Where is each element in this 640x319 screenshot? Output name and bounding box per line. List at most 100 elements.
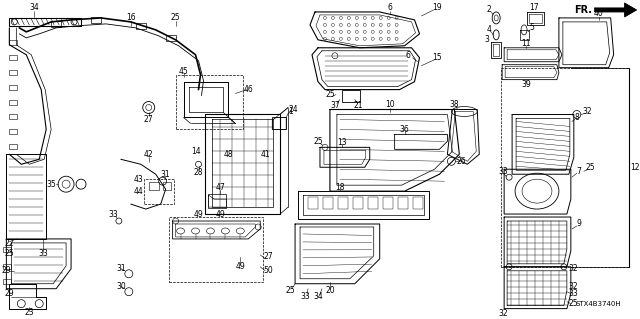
Text: 6: 6	[405, 51, 410, 60]
Text: 29: 29	[4, 289, 14, 298]
Bar	[3, 247, 12, 252]
Bar	[148, 182, 159, 190]
Text: 36: 36	[400, 125, 410, 134]
Text: 25: 25	[285, 286, 295, 295]
Bar	[136, 23, 146, 29]
Text: 50: 50	[263, 266, 273, 275]
Text: 15: 15	[433, 53, 442, 62]
Bar	[323, 197, 333, 209]
Text: 25: 25	[313, 137, 323, 146]
Bar	[3, 264, 12, 269]
Bar	[353, 197, 363, 209]
Text: 43: 43	[134, 175, 143, 184]
Text: 20: 20	[325, 286, 335, 295]
Bar	[10, 85, 17, 90]
Bar	[10, 145, 17, 149]
Text: 38: 38	[449, 100, 459, 109]
Text: 32: 32	[582, 107, 591, 116]
Text: 33: 33	[499, 167, 508, 176]
Text: 48: 48	[223, 150, 233, 159]
Bar	[169, 217, 263, 282]
Bar	[10, 55, 17, 60]
Text: 49: 49	[194, 210, 204, 219]
Text: 16: 16	[126, 13, 136, 22]
Text: 32: 32	[499, 309, 508, 318]
Text: 11: 11	[522, 39, 531, 48]
Bar	[368, 197, 378, 209]
Text: 33: 33	[38, 249, 48, 258]
Bar	[166, 35, 175, 41]
Text: 26: 26	[456, 157, 466, 166]
Text: 35: 35	[46, 180, 56, 189]
Text: 37: 37	[330, 101, 340, 110]
Text: 7: 7	[577, 167, 581, 176]
Text: 23: 23	[24, 308, 34, 317]
Text: 49: 49	[236, 262, 245, 271]
Text: 19: 19	[433, 4, 442, 12]
Text: 32: 32	[568, 264, 578, 273]
Text: 27: 27	[144, 115, 154, 124]
Text: 22: 22	[4, 239, 14, 249]
Text: 39: 39	[521, 80, 531, 89]
Bar	[413, 197, 422, 209]
Bar	[91, 17, 101, 23]
Text: 45: 45	[179, 67, 188, 76]
Text: 33: 33	[568, 289, 578, 298]
Text: 33: 33	[300, 292, 310, 301]
Text: 17: 17	[529, 4, 539, 12]
Text: 34: 34	[313, 292, 323, 301]
Text: 18: 18	[335, 183, 344, 192]
Text: 28: 28	[194, 168, 204, 177]
Polygon shape	[595, 3, 637, 17]
Text: 34: 34	[29, 4, 39, 12]
Bar	[209, 194, 227, 208]
Text: 25: 25	[325, 90, 335, 99]
Bar	[397, 197, 408, 209]
Text: 13: 13	[337, 138, 347, 147]
Bar	[175, 75, 243, 130]
Text: 44: 44	[134, 187, 143, 196]
Text: 25: 25	[586, 163, 596, 172]
Bar	[338, 197, 348, 209]
Text: 33: 33	[108, 210, 118, 219]
Text: 8: 8	[575, 113, 579, 122]
Text: 1: 1	[288, 107, 292, 116]
Bar	[3, 279, 12, 284]
Text: 40: 40	[594, 10, 604, 19]
Text: 47: 47	[216, 183, 225, 192]
Text: 27: 27	[264, 252, 273, 261]
Text: 42: 42	[144, 150, 154, 159]
Text: 21: 21	[353, 101, 362, 110]
Bar	[272, 117, 286, 130]
Text: 24: 24	[288, 105, 298, 114]
Text: 4: 4	[487, 26, 492, 34]
Text: 25: 25	[171, 13, 180, 22]
Bar	[342, 90, 360, 101]
Bar	[308, 197, 318, 209]
Text: 25: 25	[4, 249, 14, 258]
Text: 9: 9	[577, 219, 581, 228]
Text: 29: 29	[1, 266, 11, 275]
Bar	[144, 179, 173, 204]
Bar	[10, 70, 17, 75]
Text: 49: 49	[216, 210, 225, 219]
Text: 25: 25	[568, 299, 578, 308]
Text: 5: 5	[529, 23, 534, 32]
Text: 2: 2	[487, 5, 492, 14]
Text: FR.: FR.	[574, 5, 592, 15]
Bar	[10, 100, 17, 105]
Text: 31: 31	[116, 264, 125, 273]
Bar	[51, 21, 61, 27]
Text: 46: 46	[243, 85, 253, 94]
Text: 14: 14	[191, 147, 200, 156]
Text: 30: 30	[116, 282, 125, 291]
Text: 10: 10	[385, 100, 394, 109]
Bar	[10, 130, 17, 134]
Text: 32: 32	[568, 282, 578, 291]
Text: 6: 6	[387, 4, 392, 12]
Bar	[383, 197, 393, 209]
Text: 41: 41	[260, 150, 270, 159]
Bar	[501, 68, 628, 267]
Text: 31: 31	[161, 170, 170, 179]
Text: STX4B3740H: STX4B3740H	[576, 300, 621, 307]
